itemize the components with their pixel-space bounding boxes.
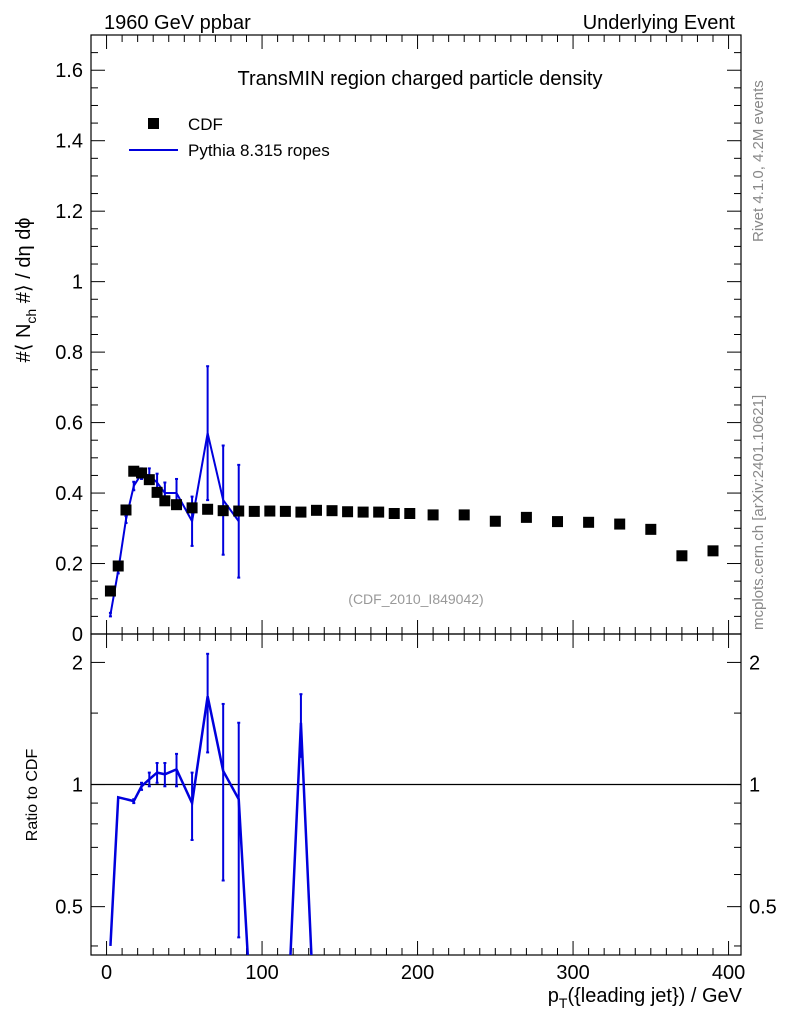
ratio-axis-ticks: 0.5 0.5 1 1 2 2: [55, 652, 777, 947]
xtick-label: 100: [245, 962, 278, 984]
main-ylabel-n: #⟨ N: [13, 324, 35, 363]
cdf-marker: [143, 474, 155, 486]
side-text-bottom: mcplots.cern.ch [arXiv:2401.10621]: [750, 395, 767, 630]
cdf-marker: [388, 507, 400, 519]
xtick-label: 400: [712, 962, 745, 984]
cdf-marker: [583, 516, 595, 528]
main-ytick-label: 0.4: [55, 483, 83, 505]
main-axis-ticks: 0 0.2 0.4 0.6 0.8 1 1.2 1.4 1.6: [55, 52, 741, 646]
cdf-marker: [342, 506, 354, 518]
cdf-marker: [310, 504, 322, 516]
cdf-marker: [233, 505, 245, 517]
ratio-ytick-label: 1: [72, 775, 83, 797]
main-ytick-label: 0.2: [55, 554, 83, 576]
cdf-marker: [520, 511, 532, 523]
cdf-marker: [552, 516, 564, 528]
cdf-marker: [707, 545, 719, 557]
xtick-label: 200: [401, 962, 434, 984]
header-right: Underlying Event: [583, 12, 736, 34]
xtick-label: 0: [101, 962, 112, 984]
legend-pythia-label: Pythia 8.315 ropes: [188, 141, 330, 160]
header-left: 1960 GeV ppbar: [104, 12, 251, 34]
main-series: [104, 365, 719, 618]
main-ytick-label: 1.4: [55, 131, 83, 153]
xtick-label: 300: [556, 962, 589, 984]
ratio-ytick-label: 0.5: [55, 897, 83, 919]
chart-title: TransMIN region charged particle density: [238, 68, 603, 90]
cdf-marker: [248, 505, 260, 517]
ratio-ytick-label: 2: [72, 652, 83, 674]
cdf-marker: [427, 509, 439, 521]
main-ylabel-sub: ch: [23, 309, 39, 324]
ratio-line: [109, 696, 313, 955]
ratio-ytick-label-right: 1: [749, 775, 760, 797]
cdf-marker: [614, 518, 626, 530]
ratio-panel-frame: [90, 633, 742, 956]
ratio-ytick-label-right: 0.5: [749, 897, 777, 919]
main-ylabel-rest: #⟩ / dη dϕ: [13, 217, 35, 308]
cdf-marker: [128, 465, 140, 477]
cdf-marker: [171, 499, 183, 511]
ratio-ytick-label-right: 2: [749, 652, 760, 674]
legend: CDF Pythia 8.315 ropes: [129, 115, 330, 160]
cdf-marker: [186, 502, 198, 514]
cdf-marker: [264, 505, 276, 517]
cdf-marker: [326, 505, 338, 517]
main-ylabel: #⟨ Nch #⟩ / dη dϕ: [13, 217, 39, 362]
mc-line: [109, 432, 240, 615]
xlabel-sub: T: [559, 995, 568, 1011]
main-ytick-label: 0: [72, 624, 83, 646]
x-axis-ticks: 0 100 200 300 400: [90, 35, 745, 984]
xlabel: pT({leading jet}) / GeV: [548, 985, 743, 1011]
cdf-marker: [489, 515, 501, 527]
cdf-marker: [357, 506, 369, 518]
legend-cdf-marker: [148, 118, 159, 129]
ratio-ylabel: Ratio to CDF: [24, 749, 41, 842]
cdf-marker: [295, 506, 307, 518]
cdf-marker: [202, 503, 214, 515]
main-ytick-label: 0.8: [55, 342, 83, 364]
cdf-marker: [279, 505, 291, 517]
cdf-marker: [159, 495, 171, 507]
cdf-marker: [136, 467, 148, 479]
legend-cdf-label: CDF: [188, 115, 223, 134]
cdf-marker: [120, 504, 132, 516]
main-ytick-label: 1.6: [55, 60, 83, 82]
cdf-marker: [676, 550, 688, 562]
ratio-series: [109, 652, 313, 955]
cdf-marker: [217, 505, 229, 517]
cdf-marker: [104, 585, 116, 597]
cdf-marker: [645, 523, 657, 535]
cdf-marker: [151, 486, 163, 498]
main-ytick-label: 0.6: [55, 413, 83, 435]
cdf-marker: [112, 560, 124, 572]
main-ytick-label: 1.2: [55, 201, 83, 223]
side-text-top: Rivet 4.1.0, 4.2M events: [750, 80, 767, 242]
cdf-marker: [373, 506, 385, 518]
analysis-tag: (CDF_2010_I849042): [348, 591, 483, 607]
cdf-marker: [404, 507, 416, 519]
xlabel-rest: ({leading jet}) / GeV: [567, 985, 742, 1007]
cdf-marker: [458, 509, 470, 521]
main-ytick-label: 1: [72, 272, 83, 294]
xlabel-p: p: [548, 985, 559, 1007]
